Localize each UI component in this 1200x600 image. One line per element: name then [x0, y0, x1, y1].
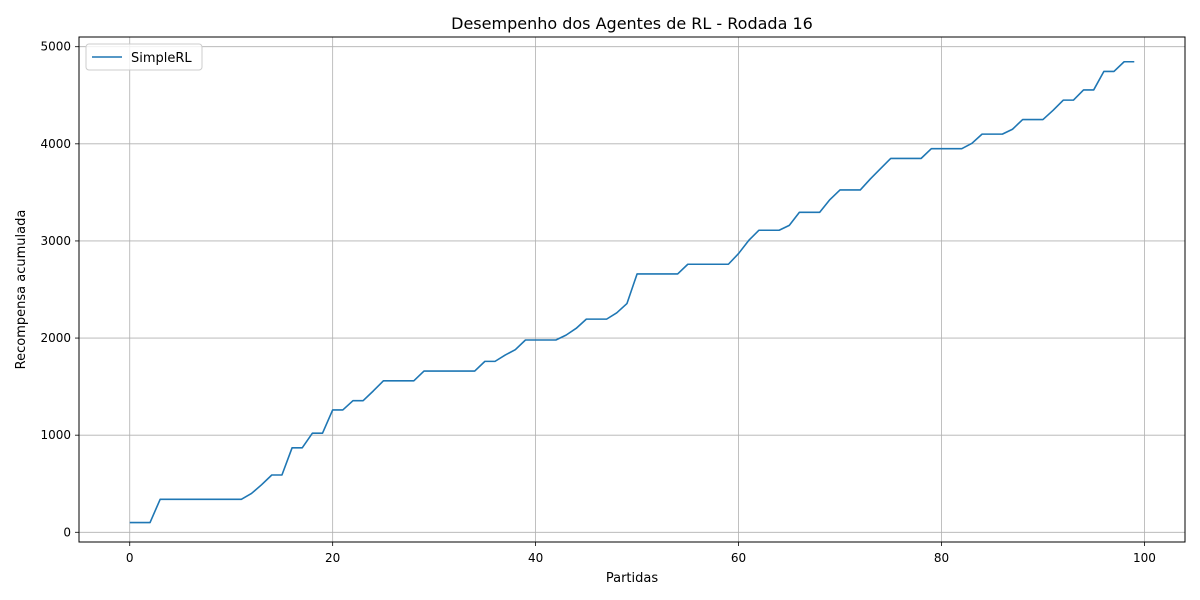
legend: SimpleRL: [85, 43, 203, 71]
x-axis-label: Partidas: [606, 571, 658, 586]
legend-entry-label: SimpleRL: [131, 51, 192, 66]
chart-title: Desempenho dos Agentes de RL - Rodada 16: [451, 14, 813, 33]
x-tick-label: 100: [1133, 551, 1156, 565]
y-tick-label: 4000: [40, 137, 71, 151]
legend-box: [85, 43, 203, 71]
y-tick-label: 5000: [40, 40, 71, 54]
plot-area-frame: [78, 36, 1186, 543]
series-line-simplerl: [129, 60, 1135, 524]
y-tick-label: 1000: [40, 428, 71, 442]
x-tick-label: 60: [731, 551, 746, 565]
y-tick-label: 0: [63, 525, 71, 539]
y-tick-label: 3000: [40, 234, 71, 248]
y-tick-label: 2000: [40, 331, 71, 345]
x-tick-label: 20: [325, 551, 340, 565]
grid-lines: [79, 37, 1185, 542]
x-tick-label: 40: [528, 551, 543, 565]
x-tick-label: 80: [934, 551, 949, 565]
y-axis-label: Recompensa acumulada: [14, 210, 29, 370]
x-tick-label: 0: [126, 551, 134, 565]
series-layer: [129, 60, 1135, 524]
